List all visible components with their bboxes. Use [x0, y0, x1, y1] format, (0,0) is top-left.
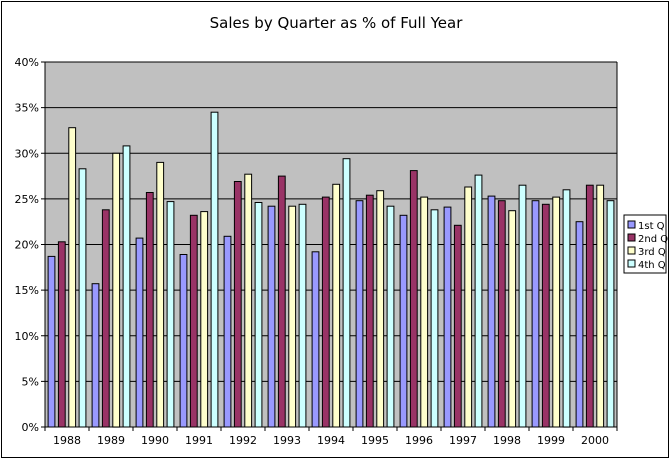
- y-tick-label: 30%: [15, 147, 39, 160]
- bar-1991-2nd-q: [189, 214, 198, 428]
- bar-1997-2nd-q: [453, 224, 462, 428]
- bar-1993-2nd-q: [277, 175, 286, 428]
- bar-1994-1st-q: [311, 251, 320, 428]
- bar-1999-4th-q: [562, 189, 571, 428]
- bar-1989-4th-q: [122, 145, 131, 428]
- x-tick-label: 1999: [537, 434, 565, 447]
- bar-1996-3rd-q: [420, 196, 429, 428]
- bar-1989-1st-q: [91, 283, 100, 428]
- bar-1995-2nd-q: [365, 194, 374, 428]
- legend-label: 3rd Q: [638, 247, 666, 258]
- y-tick-label: 0%: [22, 421, 39, 434]
- x-tick-label: 1995: [361, 434, 389, 447]
- legend-swatch: [627, 233, 636, 242]
- bar-1990-1st-q: [135, 237, 144, 428]
- bar-1997-3rd-q: [464, 186, 473, 428]
- bar-1991-1st-q: [179, 254, 188, 428]
- bar-1995-3rd-q: [376, 190, 385, 428]
- bar-1991-4th-q: [210, 111, 219, 428]
- bar-2000-1st-q: [575, 221, 584, 428]
- bar-1994-2nd-q: [321, 196, 330, 428]
- bar-1992-3rd-q: [244, 173, 253, 428]
- bar-1995-4th-q: [386, 205, 395, 428]
- bar-1990-2nd-q: [145, 192, 154, 428]
- x-tick-label: 1992: [229, 434, 257, 447]
- x-tick-label: 1998: [493, 434, 521, 447]
- bar-1990-4th-q: [166, 201, 175, 428]
- x-tick-label: 1994: [317, 434, 345, 447]
- legend-swatch: [627, 259, 636, 268]
- y-tick-label: 10%: [15, 330, 39, 343]
- y-tick-labels: 0% 5% 10% 15% 20% 25% 30% 35% 40%: [15, 56, 39, 434]
- bar-2000-4th-q: [606, 200, 615, 428]
- bar-1999-3rd-q: [552, 196, 561, 428]
- x-tick-label: 1988: [53, 434, 81, 447]
- bar-1995-1st-q: [355, 200, 364, 428]
- y-tick-label: 20%: [15, 239, 39, 252]
- bar-1992-2nd-q: [233, 181, 242, 428]
- bar-1990-3rd-q: [156, 161, 165, 428]
- bar-1999-1st-q: [531, 200, 540, 428]
- bar-1991-3rd-q: [200, 211, 209, 428]
- bar-2000-3rd-q: [596, 184, 605, 428]
- legend: 1st Q 2nd Q 3rd Q 4th Q: [623, 214, 668, 274]
- bar-1988-2nd-q: [57, 241, 66, 428]
- bar-1997-4th-q: [474, 174, 483, 428]
- x-tick-label: 2000: [581, 434, 609, 447]
- bar-1988-3rd-q: [68, 127, 77, 428]
- bar-1996-2nd-q: [409, 170, 418, 428]
- x-tick-label: 1993: [273, 434, 301, 447]
- x-tick-label: 1996: [405, 434, 433, 447]
- axes: [41, 61, 618, 431]
- legend-label: 1st Q: [638, 221, 665, 232]
- chart-title: Sales by Quarter as % of Full Year: [209, 14, 463, 32]
- bar-1993-4th-q: [298, 203, 307, 428]
- bar-1998-1st-q: [487, 195, 496, 428]
- bar-1989-2nd-q: [101, 209, 110, 428]
- legend-swatch: [627, 220, 636, 229]
- bar-1996-4th-q: [430, 209, 439, 428]
- bar-1998-2nd-q: [497, 200, 506, 428]
- x-tick-label: 1997: [449, 434, 477, 447]
- bar-1992-4th-q: [254, 202, 263, 428]
- y-tick-label: 5%: [22, 375, 39, 388]
- bars: [47, 111, 615, 428]
- bar-1988-4th-q: [78, 168, 87, 428]
- y-tick-label: 15%: [15, 284, 39, 297]
- bar-1999-2nd-q: [541, 203, 550, 428]
- y-tick-label: 25%: [15, 193, 39, 206]
- bar-1989-3rd-q: [112, 152, 121, 428]
- bar-1996-1st-q: [399, 214, 408, 428]
- bar-1998-3rd-q: [508, 210, 517, 428]
- bar-1993-3rd-q: [288, 205, 297, 428]
- bar-2000-2nd-q: [585, 184, 594, 428]
- x-tick-label: 1989: [97, 434, 125, 447]
- y-tick-label: 35%: [15, 102, 39, 115]
- bar-1988-1st-q: [47, 255, 56, 428]
- bar-1997-1st-q: [443, 206, 452, 428]
- x-tick-labels: 1988 1989 1990 1991 1992 1993 1994 1995 1996 1997…: [53, 434, 609, 447]
- legend-label: 4th Q: [638, 260, 666, 271]
- y-tick-label: 40%: [15, 56, 39, 69]
- bar-1994-3rd-q: [332, 183, 341, 428]
- x-tick-label: 1991: [185, 434, 213, 447]
- bar-1993-1st-q: [267, 205, 276, 428]
- bar-1992-1st-q: [223, 235, 232, 428]
- legend-swatch: [627, 246, 636, 255]
- legend-label: 2nd Q: [638, 234, 668, 245]
- bar-1998-4th-q: [518, 184, 527, 428]
- x-tick-label: 1990: [141, 434, 169, 447]
- bar-1994-4th-q: [342, 158, 351, 428]
